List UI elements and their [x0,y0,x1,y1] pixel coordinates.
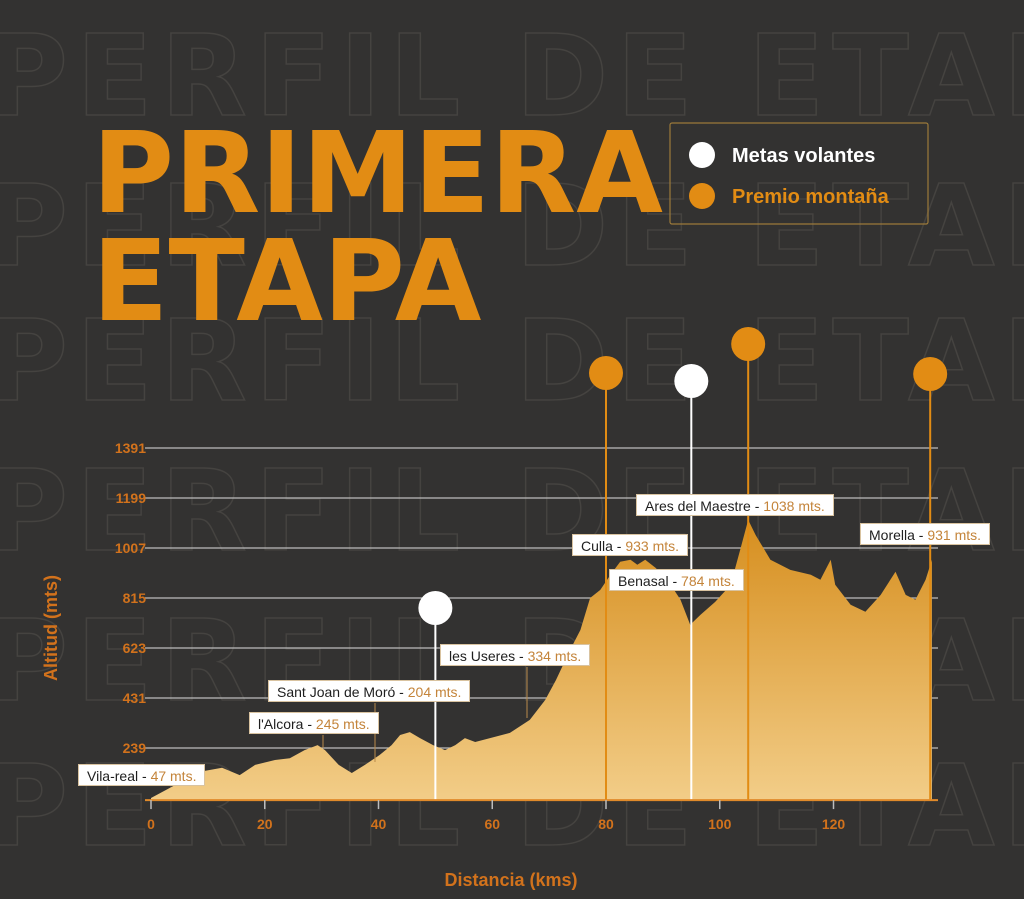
watermark-row: PERFIL DE ETAPA [0,447,1024,577]
altitude-value: 931 mts. [927,527,982,543]
metas-volantes-marker [674,364,709,398]
y-tick-label: 431 [123,690,147,706]
watermark-row: PERFIL DE ETAPA [0,162,1024,292]
x-tick-label: 0 [147,816,155,832]
annotation-les-useres: les Useres - 334 mts. [440,644,591,666]
y-tick-label: 239 [123,740,147,756]
separator: - [303,716,316,732]
title-line-1: PRIMERA [92,109,663,239]
legend: Metas volantes Premio montaña [669,122,929,225]
annotation-culla: Culla - 933 mts. [572,534,689,556]
x-tick-label: 120 [822,816,846,832]
title-line-2: ETAPA [92,217,482,347]
y-tick-label: 1007 [115,540,146,556]
place-name: les Useres [449,648,516,664]
place-name: Morella [869,527,915,543]
altitude-value: 933 mts. [625,538,680,554]
markers [418,327,948,801]
separator: - [515,648,528,664]
watermark-row: PERFIL DE ETAPA [0,12,1024,142]
separator: - [750,498,764,514]
separator: - [914,527,928,543]
metas-volantes-marker [418,591,453,625]
y-tick-label: 1391 [115,440,146,456]
legend-box [669,122,929,225]
x-tick-label: 40 [371,816,387,832]
legend-label-premio-montana: Premio montaña [732,186,890,208]
x-axis-label: Distancia (kms) [444,870,577,890]
x-tick-label: 100 [708,816,732,832]
place-name: Ares del Maestre [645,498,751,514]
separator: - [612,538,626,554]
place-name: Culla [581,538,613,554]
altitude-value: 334 mts. [527,648,582,664]
separator: - [668,573,682,589]
x-tick-label: 20 [257,816,273,832]
annotation-vila-real: Vila-real - 47 mts. [78,764,206,786]
legend-label-metas-volantes: Metas volantes [732,145,875,167]
separator: - [138,768,151,784]
altitude-value: 1038 mts. [763,498,825,514]
annotation-sant-joan-de-mor-: Sant Joan de Moró - 204 mts. [268,680,471,702]
place-name: l'Alcora [258,716,304,732]
watermark-row: PERFIL DE ETAPA [0,297,1024,427]
legend-marker-metas-volantes [689,142,715,168]
y-tick-label: 623 [123,640,147,656]
annotation-benasal: Benasal - 784 mts. [609,569,744,591]
annotation-ares-del-maestre: Ares del Maestre - 1038 mts. [636,494,834,516]
altitude-value: 245 mts. [315,716,370,732]
y-axis-label: Altitud (mts) [41,575,61,681]
place-name: Sant Joan de Moró [277,684,396,700]
legend-marker-premio-montana [689,183,715,209]
altitude-value: 204 mts. [407,684,462,700]
altitude-value: 784 mts. [681,573,735,589]
y-tick-label: 1199 [116,490,147,506]
y-tick-label: 815 [123,590,147,606]
place-name: Benasal [618,573,669,589]
premio-montana-marker [913,357,948,391]
annotation-morella: Morella - 931 mts. [860,523,991,545]
separator: - [395,684,408,700]
altitude-value: 47 mts. [150,768,197,784]
premio-montana-marker [731,327,766,361]
axes: 239 431 623 815 1007 1199 1391 0 20 40 60 80 100 120 [115,440,938,832]
place-name: Vila-real [87,768,139,784]
x-tick-label: 80 [598,816,614,832]
x-tick-label: 60 [484,816,500,832]
annotation-l-alcora: l'Alcora - 245 mts. [249,712,379,734]
premio-montana-marker [589,356,623,390]
